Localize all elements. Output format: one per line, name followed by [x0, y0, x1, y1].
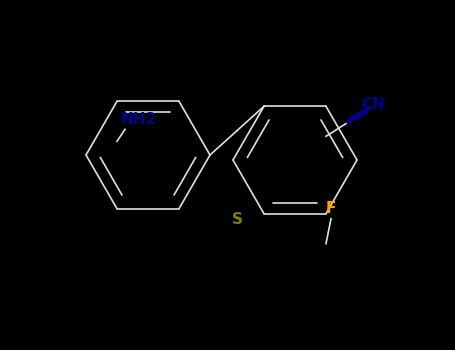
Text: CN: CN [361, 97, 385, 112]
Text: F: F [326, 201, 336, 216]
Text: S: S [232, 212, 243, 227]
Text: NH2: NH2 [121, 112, 157, 127]
